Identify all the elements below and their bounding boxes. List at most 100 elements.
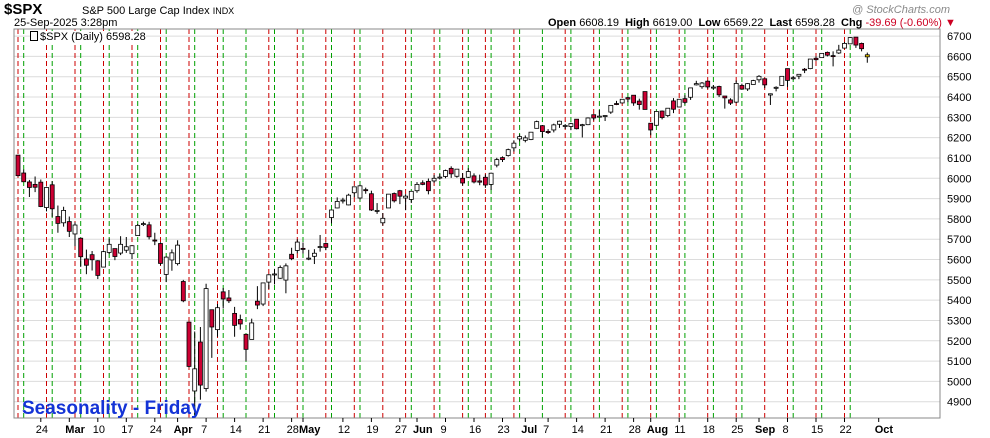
candle	[482, 176, 488, 186]
candle	[579, 124, 585, 127]
candle	[106, 243, 112, 253]
candle	[283, 265, 289, 281]
candle	[346, 194, 352, 206]
candle	[762, 78, 768, 86]
candle	[722, 95, 728, 99]
index-suffix: INDX	[212, 6, 235, 16]
x-tick-label: 16	[469, 424, 481, 436]
candle	[351, 186, 357, 194]
x-tick-label: 21	[258, 424, 270, 436]
y-tick-label: 6700	[947, 31, 971, 43]
candle	[55, 216, 61, 224]
x-axis: 24 Mar 10 17 24 Apr 7 14 21 28 May 12 19 27 Jun 9 16 23 Ju…	[36, 418, 894, 436]
candle	[135, 225, 141, 236]
x-tick-label: May	[299, 424, 321, 436]
candle	[739, 85, 745, 90]
candle	[329, 209, 334, 218]
quote-datetime: 25-Sep-2025 3:28pm	[14, 17, 118, 29]
x-tick-label: Aug	[647, 424, 668, 436]
candle	[671, 100, 676, 110]
candle	[636, 100, 642, 105]
candle	[448, 167, 454, 175]
candle	[272, 273, 277, 276]
candle	[500, 157, 505, 161]
y-tick-label: 6500	[947, 72, 971, 84]
y-tick-label: 5800	[947, 214, 971, 226]
candle	[568, 123, 574, 127]
open-label: Open	[548, 17, 577, 29]
candle	[648, 122, 654, 131]
candle	[477, 180, 483, 183]
candle	[357, 185, 363, 199]
candle	[813, 57, 819, 61]
candle	[49, 184, 55, 210]
candle	[323, 243, 329, 248]
candle	[340, 199, 346, 202]
candle	[391, 193, 397, 202]
x-tick-label: 9	[441, 424, 447, 436]
legend-swatch-icon	[30, 31, 38, 41]
candle	[608, 104, 614, 113]
x-tick-label: 25	[731, 424, 743, 436]
candle	[254, 300, 260, 306]
candle	[397, 190, 403, 197]
candle	[232, 312, 238, 326]
candle	[574, 118, 579, 130]
chg-down-icon: ▼	[944, 17, 956, 29]
candle	[414, 183, 420, 192]
x-tick-label: 17	[121, 424, 133, 436]
x-tick-label: Mar	[65, 424, 85, 436]
candle	[847, 37, 853, 45]
seasonal-markers	[17, 29, 851, 418]
candle	[557, 120, 562, 125]
x-tick-label: 24	[36, 424, 48, 436]
candle	[334, 201, 340, 209]
candle	[84, 258, 89, 266]
candle	[403, 195, 409, 199]
candle	[728, 99, 733, 104]
candle	[545, 130, 551, 133]
candle	[32, 183, 38, 188]
candle	[44, 187, 49, 208]
candle	[540, 125, 545, 132]
candle	[95, 260, 101, 276]
candle	[21, 172, 27, 183]
candle	[163, 256, 169, 275]
grid-layer	[14, 35, 940, 403]
y-tick-label: 6200	[947, 133, 971, 145]
x-tick-label: Oct	[875, 424, 894, 436]
candle	[26, 181, 32, 188]
candle	[745, 83, 750, 90]
candle	[112, 248, 118, 257]
chg-label: Chg	[841, 17, 863, 29]
x-tick-label: Jun	[413, 424, 433, 436]
candle	[260, 282, 266, 305]
x-tick-label: 14	[230, 424, 242, 436]
candle	[779, 75, 785, 86]
x-tick-label: Sep	[755, 424, 775, 436]
candle	[277, 267, 283, 279]
candle	[699, 82, 705, 88]
chg-value: -39.69 (-0.60%)	[865, 17, 942, 29]
candle	[802, 68, 807, 71]
y-tick-label: 5400	[947, 295, 971, 307]
candle	[101, 251, 106, 268]
candle	[551, 124, 557, 131]
legend-text: $SPX (Daily) 6598.28	[40, 31, 146, 43]
candle	[785, 68, 790, 81]
candle	[123, 246, 129, 251]
candle	[682, 98, 688, 103]
y-tick-label: 6300	[947, 112, 971, 124]
candle	[488, 172, 494, 185]
candle	[129, 245, 135, 255]
x-tick-label: 8	[783, 424, 789, 436]
candle	[733, 83, 739, 103]
candle	[750, 80, 756, 85]
y-tick-label: 5900	[947, 194, 971, 206]
candle	[465, 171, 471, 178]
candle	[249, 322, 255, 340]
candle	[192, 368, 198, 392]
candle	[665, 107, 671, 116]
x-tick-label: 23	[498, 424, 510, 436]
